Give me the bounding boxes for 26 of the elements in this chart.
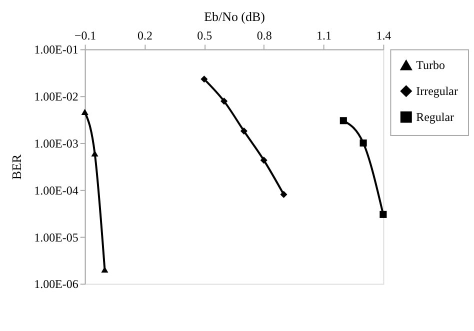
point <box>360 139 367 147</box>
point <box>81 108 88 115</box>
x-tick-label: 1.1 <box>316 28 332 43</box>
point <box>340 117 347 124</box>
y-tick-label: 1.00E-03 <box>34 136 78 151</box>
y-tick-label: 1.00E-05 <box>34 230 78 244</box>
x-tick-label: −0.1 <box>74 28 96 43</box>
point <box>200 76 208 83</box>
y-tick-label: 1.00E-06 <box>34 277 78 292</box>
legend-label: Turbo <box>416 58 445 72</box>
point <box>380 210 387 218</box>
x-tick-label: 0.8 <box>256 28 272 43</box>
legend-label: Regular <box>416 110 454 124</box>
point <box>280 190 288 198</box>
x-tick-label: 0.2 <box>138 28 152 43</box>
y-tick-label: 1.00E-01 <box>34 42 78 57</box>
point <box>220 98 228 105</box>
point <box>260 156 268 164</box>
x-tick-label: 0.5 <box>197 28 212 43</box>
x-tick-label: 1.4 <box>376 28 392 43</box>
y-axis-title: BER <box>9 154 24 180</box>
legend-label: Irregular <box>416 84 458 98</box>
y-tick-label: 1.00E-04 <box>34 183 78 198</box>
point <box>240 128 248 135</box>
y-tick-label: 1.00E-02 <box>34 90 78 104</box>
x-axis-title: Eb/No (dB) <box>204 8 265 24</box>
